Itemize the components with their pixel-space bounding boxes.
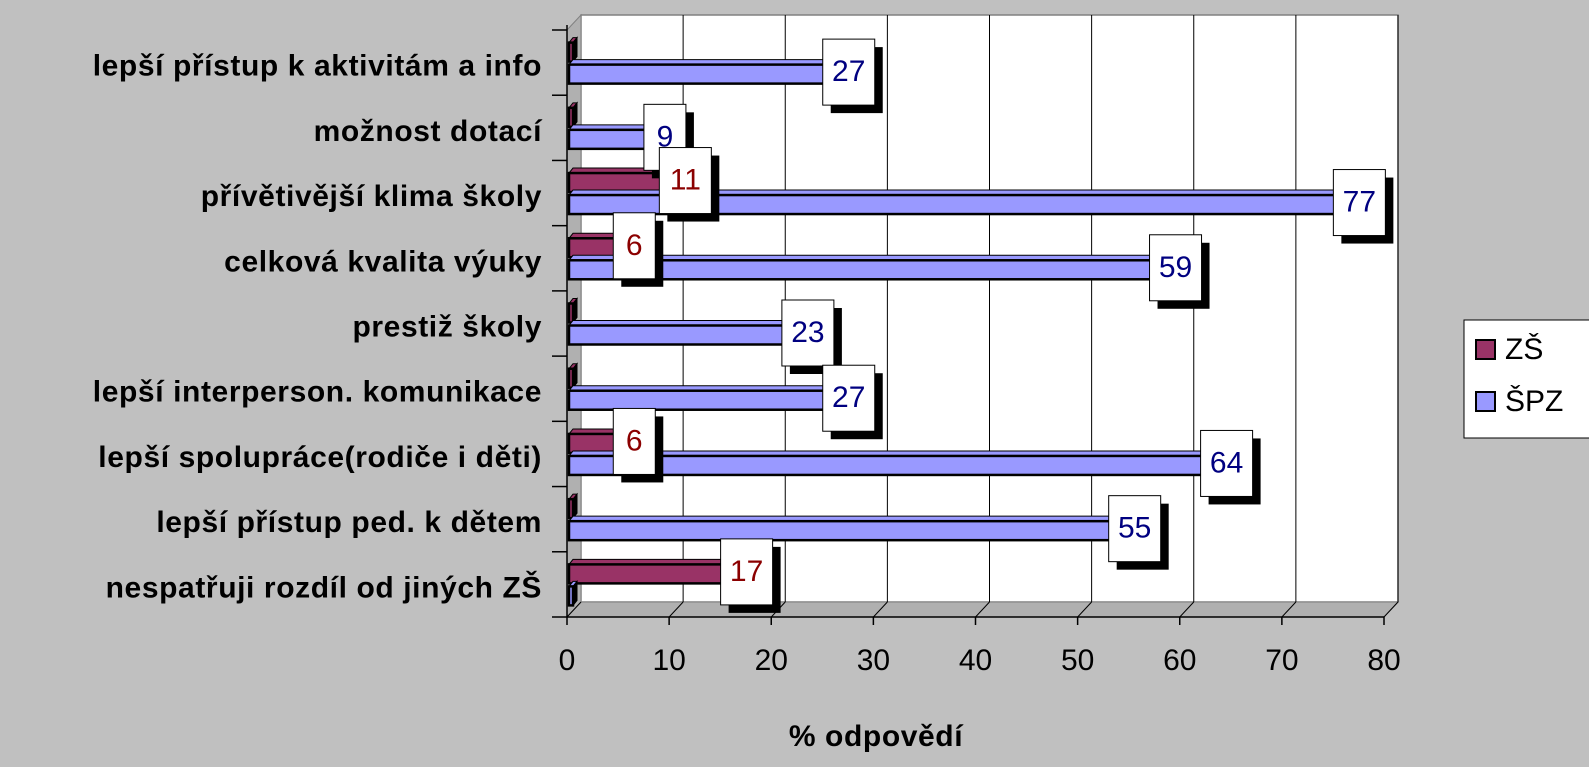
data-label-box xyxy=(612,212,656,280)
category-label: celková kvalita výuky xyxy=(224,245,542,278)
category-label: lepší spolupráce(rodiče i děti) xyxy=(98,441,542,474)
x-tick-label: 20 xyxy=(755,644,788,677)
x-tick-label: 10 xyxy=(652,644,685,677)
floor-gridline xyxy=(873,601,888,618)
bar-spz xyxy=(567,454,1224,477)
data-label: 11 xyxy=(670,164,701,197)
bar-zs xyxy=(567,497,575,520)
bar-zs xyxy=(567,41,575,63)
data-label-box xyxy=(1200,429,1254,497)
data-label: 55 xyxy=(1118,512,1151,545)
data-label: 23 xyxy=(791,316,824,349)
floor-gridline xyxy=(566,601,582,618)
data-label: 6 xyxy=(626,229,643,262)
floor-gridline xyxy=(1383,601,1399,618)
x-tick-label: 0 xyxy=(559,644,576,677)
legend-swatch xyxy=(1475,391,1496,412)
x-tick-label: 70 xyxy=(1265,644,1298,677)
legend-swatch xyxy=(1475,339,1496,360)
data-label: 17 xyxy=(730,555,763,588)
data-label: 27 xyxy=(832,381,865,414)
floor-gridline xyxy=(1179,601,1195,618)
x-tick-label: 50 xyxy=(1061,644,1094,677)
floor-gridline xyxy=(668,601,684,618)
data-label-box xyxy=(1332,169,1386,237)
category-label: přívětivější klima školy xyxy=(201,180,542,213)
legend-label: ZŠ xyxy=(1505,332,1543,366)
legend-label: ŠPZ xyxy=(1505,384,1563,418)
data-label: 27 xyxy=(832,55,865,88)
x-tick-label: 80 xyxy=(1367,644,1400,677)
data-label: 9 xyxy=(657,120,674,153)
bar-spz xyxy=(567,585,575,607)
data-label: 6 xyxy=(626,424,643,457)
x-axis-title: % odpovědí xyxy=(789,720,964,753)
bar-spz xyxy=(567,389,846,411)
data-label-box xyxy=(822,38,876,106)
x-tick-label: 30 xyxy=(857,644,890,677)
bar-zs xyxy=(567,302,575,324)
category-label: možnost dotací xyxy=(314,115,543,148)
data-label-box xyxy=(658,147,712,215)
data-label-box xyxy=(720,538,774,606)
bar-spz xyxy=(567,63,846,85)
x-tick-label: 60 xyxy=(1163,644,1196,677)
x-tick-label: 40 xyxy=(959,644,992,677)
bar-zs xyxy=(567,367,575,389)
data-label: 77 xyxy=(1343,186,1376,219)
category-label: lepší přístup ped. k dětem xyxy=(156,506,542,539)
bar-zs xyxy=(567,106,575,129)
floor-gridline xyxy=(975,601,990,618)
category-label: nespatřuji rozdíl od jiných ZŠ xyxy=(106,570,542,604)
floor-gridline xyxy=(1077,601,1092,618)
data-label-box xyxy=(781,299,835,367)
bar-spz xyxy=(567,519,1132,542)
data-label-box xyxy=(1108,495,1162,563)
data-label-box xyxy=(1149,234,1203,302)
category-label: prestiž školy xyxy=(352,311,542,344)
category-label: lepší přístup k aktivitám a info xyxy=(93,50,542,83)
data-label: 59 xyxy=(1159,251,1192,284)
data-label-box xyxy=(612,407,656,475)
data-label: 64 xyxy=(1210,446,1243,479)
floor-gridline xyxy=(1281,601,1297,618)
bar-zs xyxy=(567,563,744,585)
category-label: lepší interperson. komunikace xyxy=(93,376,542,409)
bar-spz xyxy=(567,324,806,346)
data-label-box xyxy=(822,364,876,432)
